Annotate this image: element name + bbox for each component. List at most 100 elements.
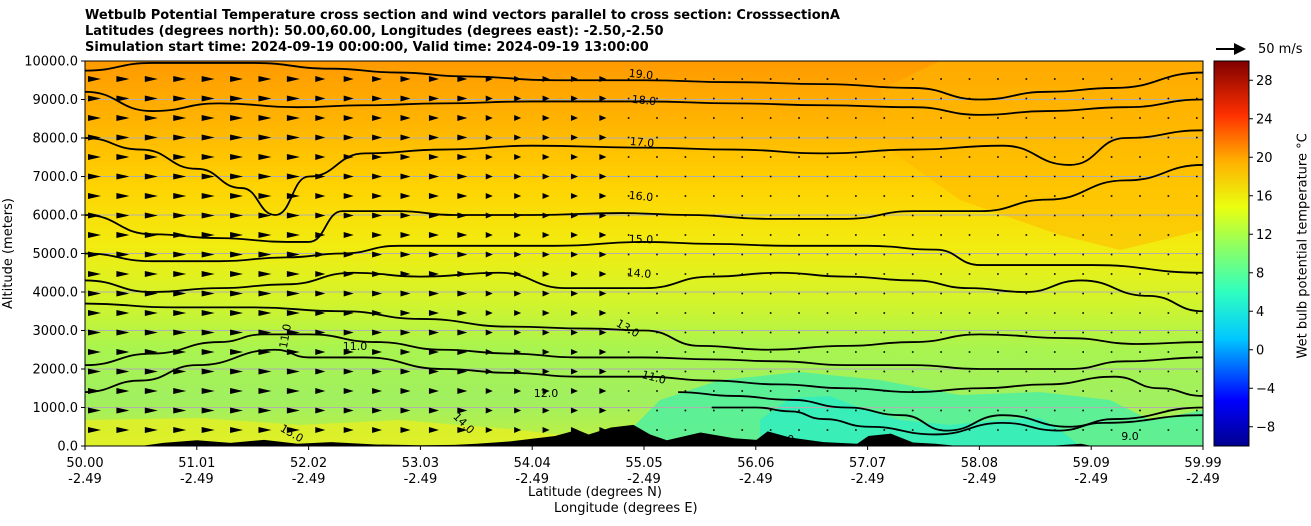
- wind-vector: [1196, 292, 1198, 295]
- wind-vector: [173, 154, 187, 160]
- wind-vector: [258, 368, 272, 375]
- wind-vector: [713, 292, 715, 295]
- wind-vector: [514, 407, 522, 414]
- wind-vector: [428, 76, 439, 82]
- x-tick-label-lon: -2.49: [292, 472, 326, 487]
- wind-vector: [656, 136, 658, 139]
- y-tick-label: 1000.0: [33, 401, 79, 416]
- wind-vector: [258, 193, 272, 199]
- wind-vector: [656, 331, 658, 334]
- wind-vector: [286, 407, 300, 414]
- wind-vector: [1196, 429, 1198, 431]
- wind-vector: [542, 115, 550, 121]
- wind-vector: [769, 312, 772, 314]
- wind-vector: [258, 407, 272, 414]
- wind-vector: [1110, 429, 1113, 431]
- wind-vector: [1196, 253, 1198, 256]
- wind-vector: [599, 173, 607, 180]
- wind-vector: [826, 214, 829, 217]
- wind-vector: [684, 390, 687, 392]
- wind-vector: [997, 429, 999, 431]
- wind-vector: [1139, 117, 1141, 119]
- wind-vector: [1082, 117, 1084, 119]
- wind-vector: [911, 331, 914, 334]
- wind-vector: [1196, 351, 1198, 353]
- wind-vector: [457, 134, 468, 141]
- wind-vector: [258, 173, 272, 180]
- wind-vector: [656, 292, 658, 295]
- wind-vector: [1025, 78, 1028, 80]
- contour-17.0: [85, 129, 1203, 216]
- wind-vector: [485, 329, 493, 336]
- wind-vector: [400, 349, 411, 355]
- contour-label: 19.0: [628, 67, 654, 82]
- colorbar-tick-label: 0: [1256, 343, 1264, 358]
- wind-vector: [798, 117, 800, 119]
- wind-vector: [911, 78, 914, 80]
- wind-vector: [1053, 214, 1056, 217]
- wind-vector: [940, 292, 942, 295]
- wind-vector: [826, 351, 829, 353]
- wind-vector: [1025, 273, 1028, 275]
- wind-vector: [514, 368, 522, 375]
- wind-vector: [997, 351, 999, 353]
- wind-vector: [599, 232, 607, 238]
- wind-vector: [400, 173, 411, 180]
- wind-vector: [1082, 429, 1084, 431]
- wind-vector: [1196, 214, 1198, 217]
- wind-vector: [968, 78, 971, 80]
- wind-vector: [826, 370, 829, 373]
- wind-vector: [315, 349, 326, 355]
- wind-vector: [1025, 292, 1028, 295]
- wind-vector: [627, 292, 630, 295]
- wind-vector: [1167, 273, 1170, 275]
- wind-vector: [1053, 234, 1056, 236]
- wind-vector: [627, 78, 630, 80]
- wind-vector: [968, 390, 971, 392]
- wind-vector: [315, 76, 326, 82]
- wind-vector: [428, 232, 439, 238]
- wind-vector: [230, 427, 244, 433]
- contour-9.0: [711, 406, 1203, 436]
- wind-vector: [769, 409, 772, 412]
- wind-vector: [997, 390, 999, 392]
- wind-vector: [286, 349, 300, 355]
- wind-vector: [116, 193, 130, 199]
- wind-vector: [88, 407, 101, 414]
- wind-vector: [485, 232, 493, 238]
- wind-vector: [372, 427, 383, 433]
- wind-vector: [1139, 351, 1141, 353]
- wind-vector: [230, 407, 244, 414]
- wind-vector: [88, 427, 101, 433]
- wind-vector: [883, 136, 886, 139]
- wind-vector: [286, 271, 300, 277]
- wind-vector: [542, 271, 550, 277]
- wind-vector: [173, 271, 187, 277]
- wind-vector: [883, 273, 886, 275]
- wind-vector: [173, 193, 187, 199]
- wind-vector: [173, 310, 187, 316]
- wind-vector: [911, 409, 914, 412]
- wind-vector: [741, 78, 744, 80]
- wind-vector: [855, 390, 857, 392]
- wind-vector: [684, 429, 687, 431]
- wind-vector: [656, 253, 658, 256]
- wind-vector: [940, 370, 942, 373]
- wind-vector: [570, 251, 578, 258]
- y-tick-label: 9000.0: [33, 93, 79, 108]
- wind-vector: [400, 193, 411, 199]
- title-line-3: Simulation start time: 2024-09-19 00:00:…: [85, 40, 649, 55]
- wind-vector: [940, 351, 942, 353]
- wind-vector: [599, 154, 607, 160]
- wind-vector: [542, 134, 550, 141]
- wind-vector: [201, 290, 215, 297]
- wind-vector: [570, 154, 578, 160]
- wind-vector: [258, 427, 272, 433]
- x-tick-label-lat: 59.99: [1184, 456, 1221, 471]
- contour-label: 11.0: [640, 368, 667, 387]
- wind-vector: [372, 232, 383, 238]
- wind-vector: [656, 234, 658, 236]
- wind-vector: [627, 214, 630, 217]
- wind-vector: [286, 368, 300, 375]
- wind-vector: [1025, 351, 1028, 353]
